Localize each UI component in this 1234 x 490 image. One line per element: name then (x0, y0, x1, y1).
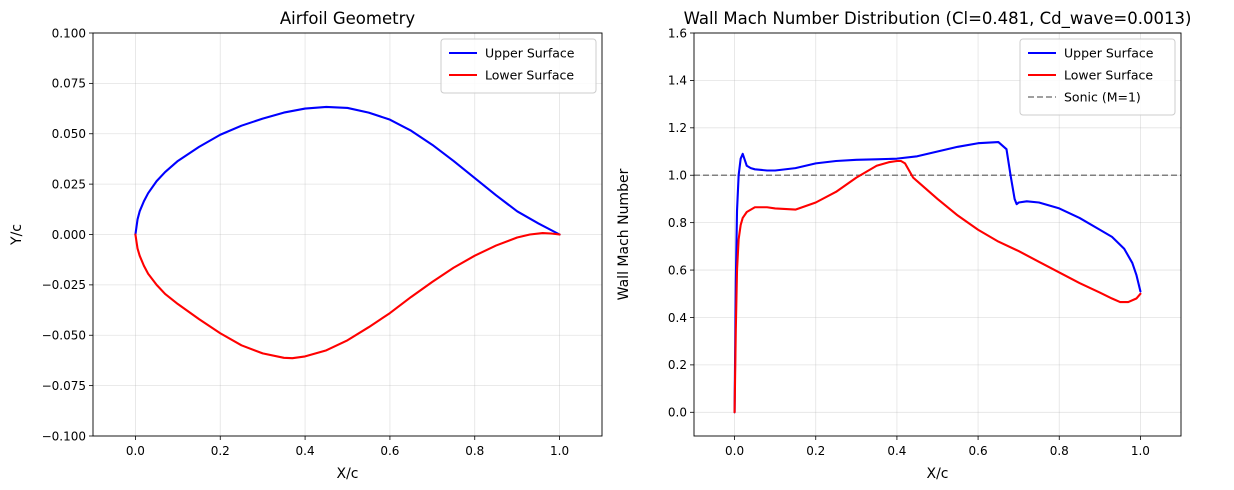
y-tick-label: 0.8 (668, 216, 687, 230)
legend-label-lower-surface: Lower Surface (485, 68, 574, 83)
series-line-upper-surface (134, 105, 561, 236)
y-tick-label: 1.0 (668, 169, 687, 183)
x-tick-label: 0.4 (296, 444, 315, 458)
y-tick-label: 0.6 (668, 263, 687, 277)
y-tick-label: 0.0 (668, 406, 687, 420)
legend-label-upper-surface: Upper Surface (485, 46, 575, 61)
legend-label-upper-surface: Upper Surface (1064, 46, 1154, 61)
x-tick-label: 1.0 (1131, 444, 1150, 458)
y-tick-label: 1.4 (668, 74, 687, 88)
y-tick-label: 0.4 (668, 311, 687, 325)
legend: Upper Surface Lower Surface (440, 38, 597, 94)
y-tick-label: 0.025 (52, 177, 86, 191)
x-tick-label: 0.2 (806, 444, 825, 458)
y-tick-label: −0.100 (42, 429, 86, 443)
y-tick-label: −0.050 (42, 329, 86, 343)
y-axis-label: Wall Mach Number (616, 168, 632, 300)
x-tick-label: 0.6 (380, 444, 399, 458)
y-tick-label: 0.100 (52, 26, 86, 40)
airfoil-geometry-chart: 0.0 0.2 0.4 0.6 0.8 1.0 −0.100 −0.075 −0.050 −0.0… (9, 9, 603, 482)
x-axis-label: X/c (926, 466, 948, 482)
y-tick-label: 0.050 (52, 127, 86, 141)
y-tick-label: 0.2 (668, 358, 687, 372)
y-tick-label: 0.000 (52, 228, 86, 242)
x-tick-label: 0.2 (211, 444, 230, 458)
y-tick-label: 0.075 (52, 77, 86, 91)
x-tick-label: 0.6 (969, 444, 988, 458)
x-tick-label: 0.8 (465, 444, 484, 458)
x-tick-label: 0.8 (1050, 444, 1069, 458)
legend-box (440, 38, 597, 94)
chart-title: Airfoil Geometry (280, 9, 415, 28)
series-line-lower-surface (733, 159, 1142, 414)
x-tick-label: 1.0 (550, 444, 569, 458)
legend-label-lower-surface: Lower Surface (1064, 68, 1153, 83)
x-tick-label: 0.0 (126, 444, 145, 458)
y-axis-label: Y/c (9, 224, 25, 246)
y-tick-label: −0.075 (42, 379, 86, 393)
x-axis-label: X/c (336, 466, 358, 482)
legend: Upper Surface Lower Surface Sonic (M=1) (1019, 38, 1176, 116)
series-line-lower-surface (134, 232, 561, 360)
wall-mach-chart: 0.0 0.2 0.4 0.6 0.8 1.0 0.0 0.2 0.4 0.6 0.8 1.0 1.2 1… (616, 9, 1191, 482)
legend-box (1019, 38, 1176, 116)
x-tick-label: 0.0 (725, 444, 744, 458)
legend-label-sonic: Sonic (M=1) (1064, 90, 1141, 105)
plot-frame (693, 32, 1182, 437)
y-tick-label: 1.2 (668, 121, 687, 135)
y-tick-label: 1.6 (668, 26, 687, 40)
y-tick-label: −0.025 (42, 278, 86, 292)
series-line-upper-surface (733, 141, 1142, 414)
x-tick-label: 0.4 (887, 444, 906, 458)
chart-title: Wall Mach Number Distribution (Cl=0.481,… (684, 9, 1192, 29)
